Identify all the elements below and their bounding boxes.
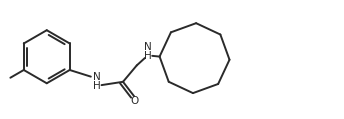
Text: N
H: N H [93,72,101,91]
Text: N
H: N H [144,42,152,61]
Text: O: O [131,96,139,106]
